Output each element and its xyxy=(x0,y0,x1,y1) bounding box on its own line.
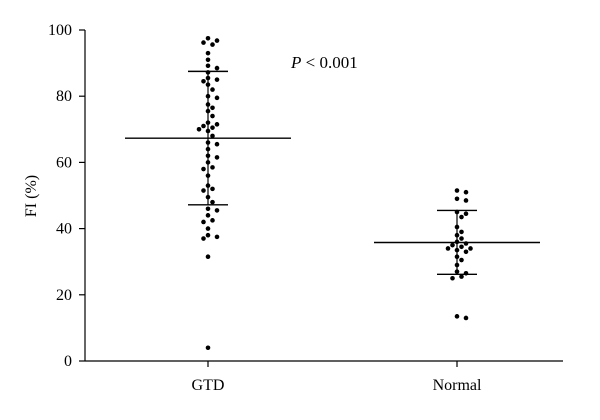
data-point xyxy=(454,239,460,245)
data-point xyxy=(205,153,211,159)
data-point xyxy=(459,214,464,220)
data-point xyxy=(210,125,215,130)
data-point xyxy=(210,218,215,223)
data-point xyxy=(205,50,211,56)
data-point xyxy=(463,270,469,276)
data-point xyxy=(454,247,460,253)
data-point xyxy=(463,249,469,255)
data-point xyxy=(454,254,460,260)
y-tick-label: 100 xyxy=(48,22,72,39)
data-point xyxy=(205,75,211,81)
p-value-text: < 0.001 xyxy=(301,53,357,72)
data-point xyxy=(205,108,211,114)
data-point xyxy=(214,122,220,127)
data-point xyxy=(205,35,211,41)
data-point xyxy=(463,211,469,217)
data-point xyxy=(205,173,211,178)
data-point xyxy=(201,188,206,193)
data-point xyxy=(210,105,215,111)
data-point xyxy=(214,65,220,71)
y-axis-label: FI (%) xyxy=(23,175,40,217)
data-point xyxy=(214,141,220,147)
data-point xyxy=(205,140,211,145)
data-point xyxy=(459,274,464,279)
data-point xyxy=(463,315,469,321)
data-point xyxy=(205,102,211,107)
data-point xyxy=(205,57,211,63)
data-point xyxy=(210,199,215,205)
data-point xyxy=(214,155,220,160)
data-point xyxy=(205,232,211,238)
data-point xyxy=(205,63,211,69)
data-point xyxy=(214,234,220,240)
data-point xyxy=(454,262,460,268)
data-point xyxy=(205,70,211,75)
data-point xyxy=(210,165,215,170)
data-point xyxy=(210,113,215,119)
data-point xyxy=(210,87,215,92)
group-normal xyxy=(374,188,540,321)
data-point xyxy=(454,196,460,202)
data-point xyxy=(205,82,211,87)
data-groups xyxy=(125,35,540,351)
data-point xyxy=(210,133,215,139)
group-gtd xyxy=(125,35,291,351)
data-point xyxy=(214,95,220,101)
data-point xyxy=(454,314,460,319)
data-point xyxy=(201,79,206,84)
data-point xyxy=(445,246,451,251)
data-point xyxy=(210,42,215,47)
data-point xyxy=(459,236,464,241)
data-point xyxy=(454,209,460,215)
data-point xyxy=(454,269,460,274)
data-point xyxy=(214,208,220,213)
data-point xyxy=(450,275,455,281)
data-point xyxy=(205,194,211,200)
data-point xyxy=(463,189,469,195)
data-point xyxy=(459,244,464,250)
data-point xyxy=(205,128,211,134)
data-point xyxy=(205,345,211,351)
y-tick-label: 80 xyxy=(56,88,72,105)
data-point xyxy=(205,254,211,260)
data-point xyxy=(205,93,211,99)
y-tick-label: 40 xyxy=(56,221,72,238)
data-point xyxy=(459,229,464,235)
data-point xyxy=(210,186,215,192)
data-point xyxy=(201,40,206,45)
data-point xyxy=(196,127,202,132)
p-value-symbol: P xyxy=(290,53,301,72)
data-point xyxy=(454,188,460,193)
y-ticks: 0 20 40 60 80 100 xyxy=(48,22,85,370)
data-point xyxy=(205,120,211,125)
axes xyxy=(84,30,563,362)
data-point xyxy=(205,160,211,165)
y-tick-label: 0 xyxy=(64,353,72,370)
data-point xyxy=(468,246,473,251)
x-tick-label: Normal xyxy=(433,377,482,394)
data-point xyxy=(463,198,469,203)
data-point xyxy=(205,213,211,218)
data-point xyxy=(214,77,220,82)
data-point xyxy=(214,38,220,43)
data-point xyxy=(201,219,206,225)
y-tick-label: 60 xyxy=(56,154,72,171)
data-point xyxy=(205,146,211,152)
x-ticks: GTD Normal xyxy=(192,361,482,394)
data-point xyxy=(201,123,206,129)
data-point xyxy=(454,224,460,230)
data-point xyxy=(463,241,469,246)
data-point xyxy=(205,206,211,212)
data-point xyxy=(205,183,211,188)
data-point xyxy=(201,166,206,172)
y-tick-label: 20 xyxy=(56,287,72,304)
data-point xyxy=(201,236,206,241)
data-point xyxy=(454,232,460,238)
data-point xyxy=(459,257,464,263)
x-tick-label: GTD xyxy=(192,377,225,394)
data-point xyxy=(450,242,455,248)
data-point xyxy=(205,226,211,231)
p-value-annotation: P < 0.001 xyxy=(290,53,358,72)
